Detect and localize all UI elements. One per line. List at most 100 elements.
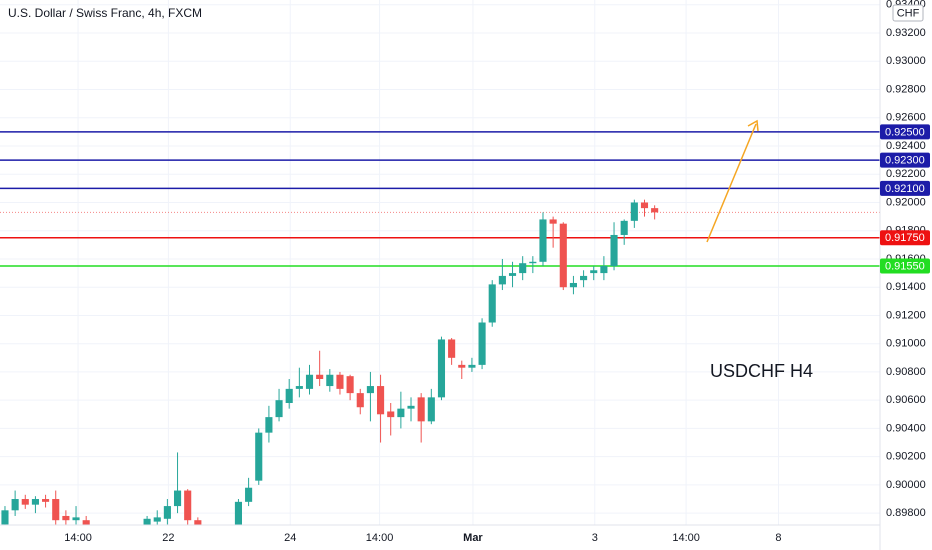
candle-body — [163, 506, 171, 519]
y-tick-label: 0.91400 — [886, 281, 926, 293]
candle-body — [478, 322, 486, 365]
x-tick-label: 8 — [775, 532, 781, 544]
candle-body — [275, 400, 283, 418]
currency-box — [892, 4, 924, 22]
x-tick-label: 24 — [284, 532, 296, 544]
annotation: USDCHF H4 — [710, 361, 813, 381]
y-tick-label: 0.92200 — [886, 168, 926, 180]
level-label: 0.92300 — [885, 155, 925, 167]
candle-body — [234, 501, 243, 525]
arrow-head — [747, 119, 759, 132]
level-label-box — [880, 180, 930, 196]
level-label-box — [880, 152, 930, 168]
y-tick-label: 0.91000 — [886, 338, 926, 350]
level-label-box — [880, 230, 930, 246]
candle-body — [245, 487, 253, 502]
candle-body — [173, 490, 182, 507]
currency: CHF — [897, 7, 920, 19]
candle-body — [580, 275, 588, 281]
candle-body — [488, 284, 496, 323]
candle-body — [143, 518, 151, 525]
price-axis: 0.89800 0.90000 0.90200 0.90400 0.90600 0.908… — [880, 0, 930, 519]
candle-body — [549, 219, 557, 224]
candle-body — [72, 517, 80, 521]
candle-body — [539, 219, 547, 262]
levels — [0, 131, 880, 267]
candle-body — [82, 520, 90, 525]
y-tick-label: 0.90200 — [886, 451, 926, 463]
candle-body — [21, 499, 29, 505]
x-tick-label: 3 — [592, 532, 598, 544]
candle-body — [630, 202, 638, 221]
candle-body — [11, 499, 19, 511]
level-label-box — [880, 258, 930, 274]
candle-body — [255, 432, 263, 481]
candle-body — [508, 273, 517, 276]
candle-body — [417, 397, 425, 422]
candle-body — [305, 374, 314, 389]
candle-body — [1, 510, 9, 525]
candle-body — [62, 515, 70, 521]
candle-body — [397, 408, 405, 418]
candle-body — [52, 499, 60, 521]
candle-body — [42, 499, 50, 502]
candle-body — [559, 223, 567, 288]
candle-body — [336, 374, 344, 389]
candle-body — [448, 339, 456, 358]
y-tick-label: 0.92000 — [886, 196, 926, 208]
candle-body — [103, 534, 110, 538]
candle-body — [437, 339, 446, 398]
candle-body — [133, 530, 140, 537]
y-tick-label: 0.90000 — [886, 479, 926, 491]
candles — [1, 199, 659, 541]
candle-body — [407, 405, 415, 409]
candle-body — [529, 261, 537, 264]
level-label-box — [880, 124, 930, 140]
x-tick-label: 22 — [162, 532, 174, 544]
chart-title: U.S. Dollar / Swiss Franc, 4h, FXCM — [8, 6, 202, 20]
level-label: 0.92500 — [885, 126, 925, 138]
candle-body — [194, 520, 202, 525]
candle-body — [640, 202, 649, 209]
y-tick-label: 0.89800 — [886, 507, 926, 519]
x-tick-label: 14:00 — [366, 532, 394, 544]
x-tick-label: 14:00 — [672, 532, 700, 544]
y-tick-label: 0.92800 — [886, 83, 926, 95]
arrow — [706, 123, 757, 243]
y-tick-label: 0.92600 — [886, 112, 926, 124]
candle-body — [295, 386, 303, 389]
candle-body — [184, 490, 192, 521]
y-tick-label: 0.91200 — [886, 309, 926, 321]
candle-body — [651, 208, 659, 213]
candle-body — [316, 374, 324, 379]
candle-body — [31, 499, 39, 505]
candle-body — [468, 364, 476, 368]
candle-body — [285, 388, 293, 403]
candle-body — [225, 530, 232, 541]
y-tick-label: 0.93000 — [886, 55, 926, 67]
candle-body — [458, 364, 466, 368]
candle-body — [113, 533, 120, 539]
candle-body — [620, 220, 628, 235]
candle-body — [498, 275, 506, 285]
candle-body — [204, 534, 211, 538]
level-label: 0.92100 — [885, 183, 925, 195]
candle-body — [427, 397, 435, 422]
candle-body — [153, 517, 161, 522]
candle-body — [569, 282, 577, 288]
candle-body — [387, 411, 395, 418]
candle-body — [600, 266, 608, 274]
x-tick-label: 14:00 — [64, 532, 92, 544]
level-label: 0.91750 — [885, 232, 925, 244]
y-tick-label: 0.90800 — [886, 366, 926, 378]
candle-body — [356, 393, 364, 408]
candle-body — [519, 263, 527, 274]
level-label: 0.91550 — [885, 260, 925, 272]
y-tick-label: 0.92400 — [886, 140, 926, 152]
candle-body — [93, 530, 100, 534]
candle-body — [590, 270, 598, 274]
candle-body — [366, 386, 374, 394]
candle-body — [265, 417, 273, 433]
candle-body — [377, 386, 385, 415]
